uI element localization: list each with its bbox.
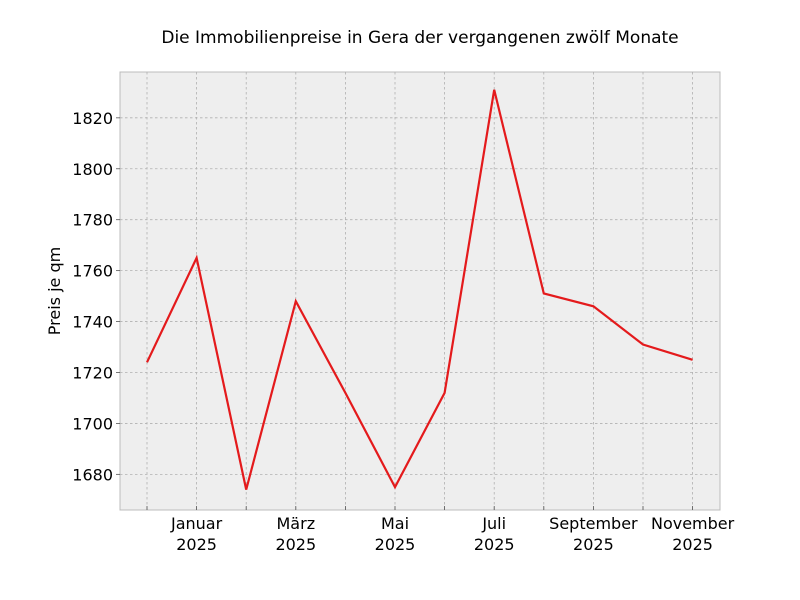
x-tick-label-year: 2025 (474, 535, 515, 554)
series-line (146, 89, 693, 490)
y-tick-label: 1820 (72, 109, 113, 128)
y-tick-label: 1780 (72, 211, 113, 230)
y-axis-label: Preis je qm (45, 247, 64, 335)
chart-title: Die Immobilienpreise in Gera der vergang… (161, 28, 678, 48)
y-tick-label: 1740 (72, 313, 113, 332)
x-tick-label-month: Juli (481, 514, 506, 533)
x-tick-label-year: 2025 (275, 535, 316, 554)
y-tick-label: 1760 (72, 262, 113, 281)
y-tick-label: 1800 (72, 160, 113, 179)
series-layer (146, 89, 693, 490)
x-tick-label-month: November (651, 514, 735, 533)
y-tick-label: 1700 (72, 414, 113, 433)
x-tick-label-month: März (277, 514, 316, 533)
axis-ticks: 1680 1700 1720 1740 1760 1780 1800 1820 Januar 20… (72, 109, 734, 554)
y-tick-label: 1720 (72, 363, 113, 382)
x-tick-label-month: Mai (381, 514, 409, 533)
x-tick-label-year: 2025 (573, 535, 614, 554)
plot-area (119, 71, 721, 511)
x-tick-label-month: Januar (170, 514, 223, 533)
y-tick-label: 1680 (72, 465, 113, 484)
grid-lines (120, 72, 720, 510)
x-tick-label-year: 2025 (176, 535, 217, 554)
x-tick-label-month: September (549, 514, 638, 533)
x-tick-label-year: 2025 (672, 535, 713, 554)
x-tick-label-year: 2025 (375, 535, 416, 554)
